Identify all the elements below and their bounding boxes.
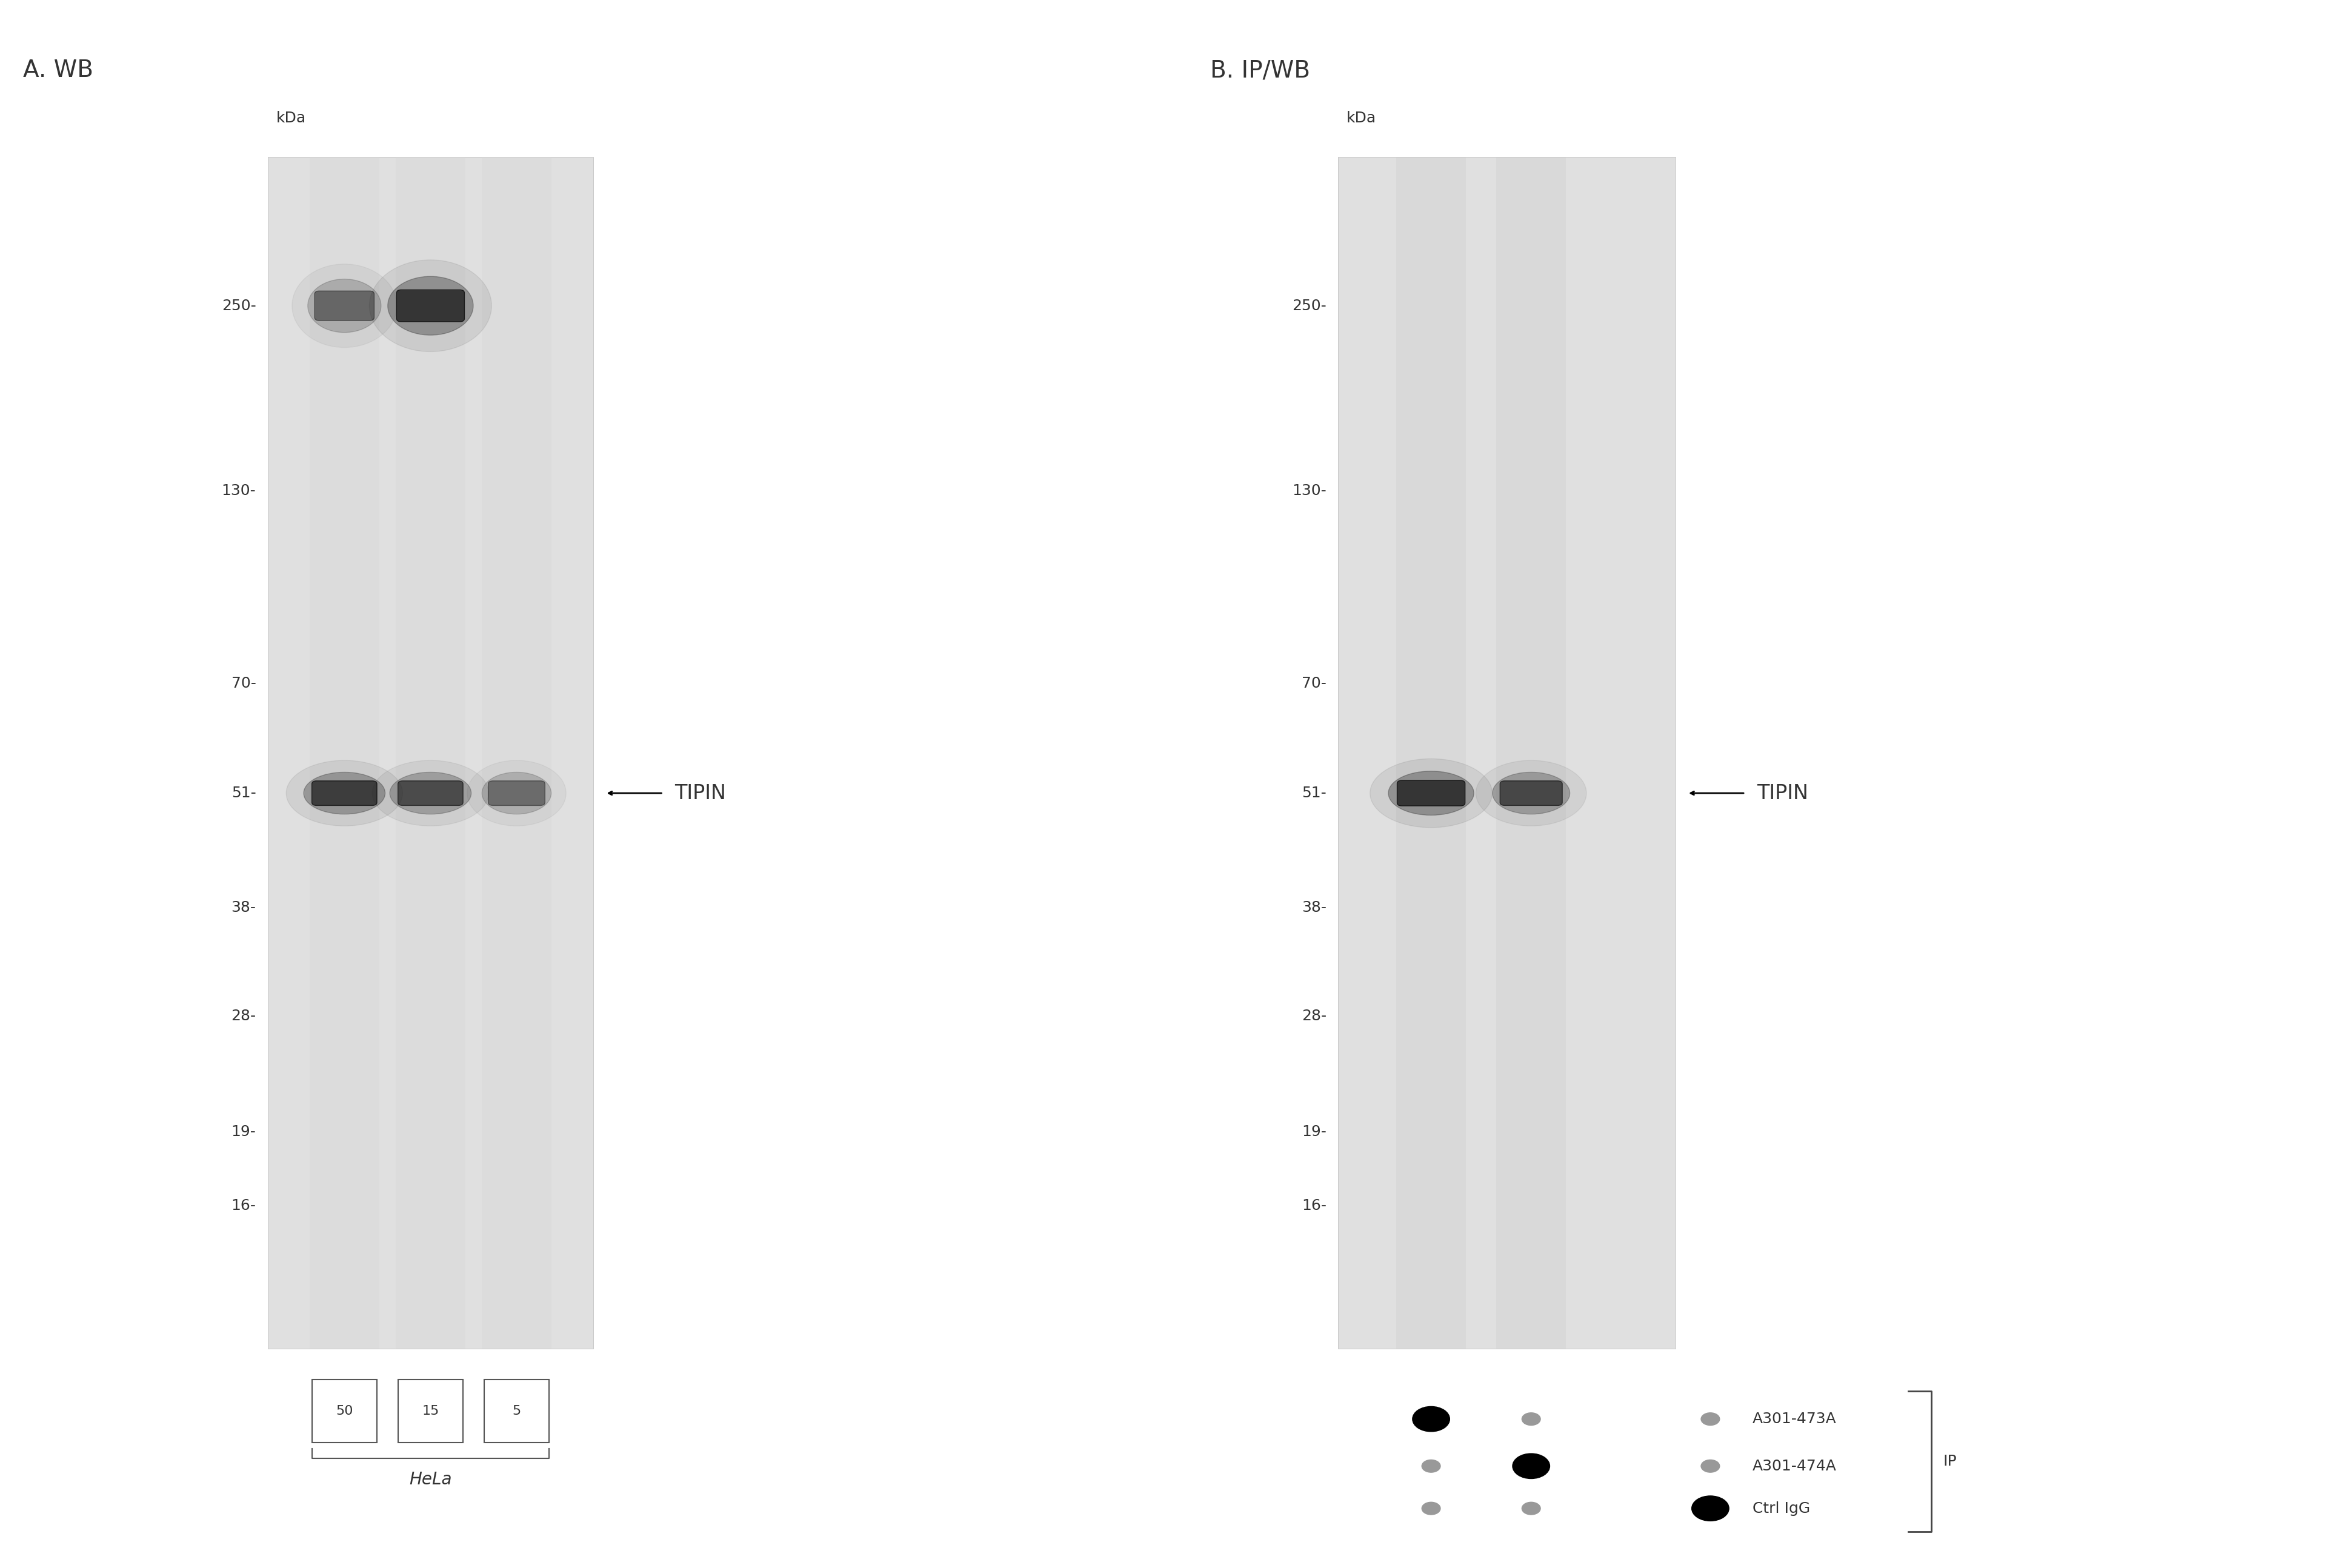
Bar [1338, 157, 1675, 1348]
FancyBboxPatch shape [1501, 781, 1561, 806]
FancyBboxPatch shape [1396, 781, 1466, 806]
Text: 19-: 19- [230, 1124, 256, 1138]
Ellipse shape [286, 760, 403, 826]
Circle shape [1422, 1502, 1440, 1515]
Bar [309, 157, 379, 1348]
Ellipse shape [389, 276, 472, 336]
Text: 16-: 16- [1301, 1198, 1326, 1212]
Text: TIPIN: TIPIN [675, 782, 726, 803]
Text: 70-: 70- [230, 676, 256, 691]
Text: A301-473A: A301-473A [1752, 1411, 1836, 1427]
Text: 130-: 130- [1291, 483, 1326, 497]
Ellipse shape [303, 771, 384, 814]
Bar [268, 157, 593, 1348]
Text: 5: 5 [512, 1405, 521, 1417]
Ellipse shape [372, 760, 489, 826]
Ellipse shape [370, 260, 491, 351]
Bar [312, 1380, 377, 1443]
FancyBboxPatch shape [489, 781, 545, 806]
Bar [482, 157, 551, 1348]
Circle shape [1513, 1454, 1550, 1479]
Text: 130-: 130- [221, 483, 256, 497]
Text: B. IP/WB: B. IP/WB [1210, 60, 1310, 82]
Text: 28-: 28- [230, 1008, 256, 1024]
Bar [484, 1380, 549, 1443]
Text: A. WB: A. WB [23, 60, 93, 82]
Text: 250-: 250- [1291, 298, 1326, 314]
Text: HeLa: HeLa [410, 1471, 451, 1488]
Ellipse shape [1475, 760, 1587, 826]
Bar [398, 1380, 463, 1443]
Circle shape [1701, 1460, 1720, 1472]
FancyBboxPatch shape [396, 290, 465, 321]
Ellipse shape [391, 771, 470, 814]
Text: 51-: 51- [1301, 786, 1326, 800]
FancyBboxPatch shape [314, 292, 375, 320]
FancyBboxPatch shape [312, 781, 377, 806]
Text: 15: 15 [421, 1405, 440, 1417]
Text: kDa: kDa [277, 111, 305, 125]
Ellipse shape [293, 263, 396, 348]
Circle shape [1522, 1502, 1540, 1515]
Bar [396, 157, 465, 1348]
Ellipse shape [482, 771, 551, 814]
Text: kDa: kDa [1347, 111, 1375, 125]
Bar [1396, 157, 1466, 1348]
Text: 38-: 38- [230, 900, 256, 914]
Circle shape [1701, 1413, 1720, 1425]
Ellipse shape [1389, 771, 1473, 815]
Circle shape [1422, 1460, 1440, 1472]
Circle shape [1522, 1413, 1540, 1425]
Text: 19-: 19- [1301, 1124, 1326, 1138]
Ellipse shape [1492, 771, 1571, 814]
Ellipse shape [1371, 759, 1492, 828]
Text: TIPIN: TIPIN [1757, 782, 1808, 803]
Text: 50: 50 [335, 1405, 354, 1417]
FancyBboxPatch shape [398, 781, 463, 806]
Text: 70-: 70- [1301, 676, 1326, 691]
Text: A301-474A: A301-474A [1752, 1458, 1836, 1474]
Ellipse shape [307, 279, 382, 332]
Bar [1496, 157, 1566, 1348]
Ellipse shape [468, 760, 565, 826]
Text: 28-: 28- [1301, 1008, 1326, 1024]
Text: 51-: 51- [230, 786, 256, 800]
Text: 16-: 16- [230, 1198, 256, 1212]
Circle shape [1412, 1406, 1450, 1432]
Circle shape [1692, 1496, 1729, 1521]
Text: IP: IP [1943, 1454, 1957, 1469]
Text: 38-: 38- [1301, 900, 1326, 914]
Text: 250-: 250- [221, 298, 256, 314]
Text: Ctrl IgG: Ctrl IgG [1752, 1501, 1810, 1516]
